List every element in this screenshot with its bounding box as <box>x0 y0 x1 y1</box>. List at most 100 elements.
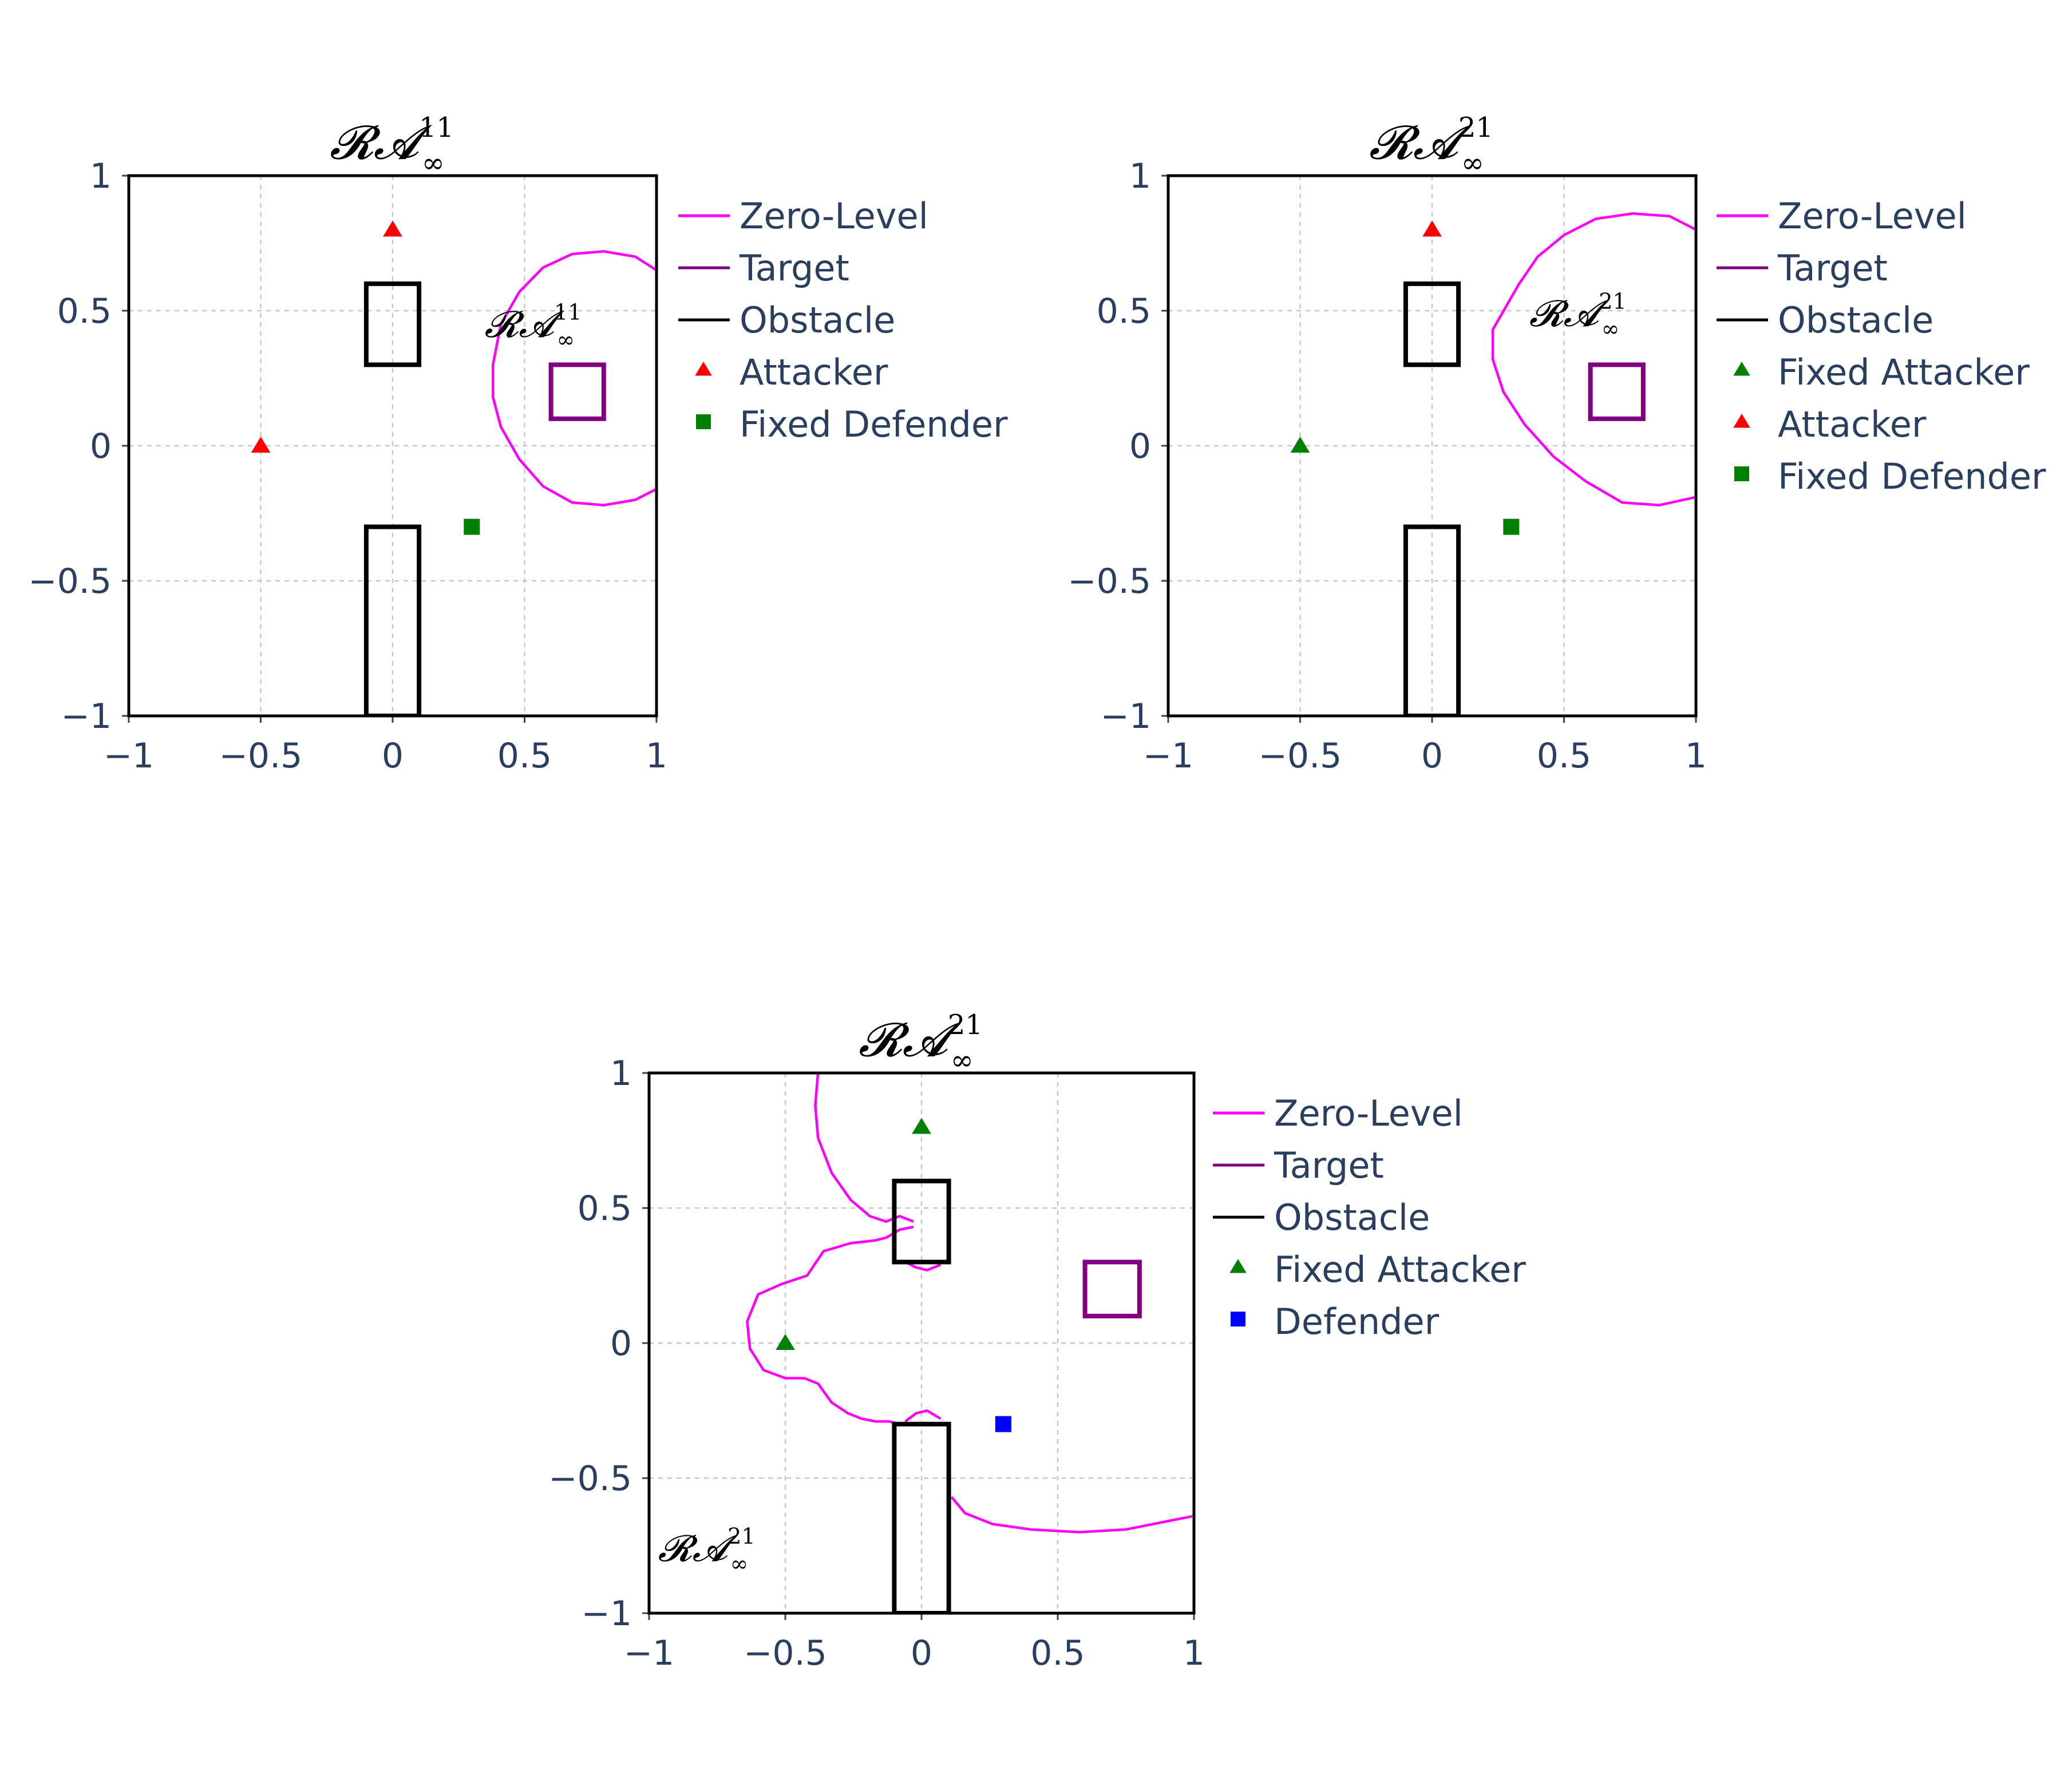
y-tick-label: −1 <box>61 696 112 736</box>
legend-item[interactable]: Obstacle <box>1213 1197 1430 1238</box>
attacker-marker <box>383 220 402 237</box>
legend-item[interactable]: Defender <box>1231 1301 1440 1343</box>
y-tick-label: −0.5 <box>548 1459 632 1499</box>
axes-frame <box>1167 174 1698 718</box>
target-box <box>548 362 606 421</box>
region-annotation-subscript: ∞ <box>730 1551 749 1577</box>
legend-item[interactable]: Attacker <box>695 351 888 393</box>
legend: Zero-Level Target Obstacle Fixed Attacker De… <box>1213 1092 1526 1343</box>
legend-item[interactable]: Zero-Level <box>1717 195 1967 237</box>
chart-title-base: 𝓡𝓐 <box>1369 116 1472 170</box>
zero-level-curve <box>814 1073 914 1223</box>
y-tick-label: −0.5 <box>1067 561 1151 601</box>
target-box <box>1588 362 1646 421</box>
axes-frame <box>127 174 658 718</box>
chart-title-subscript: ∞ <box>951 1044 974 1076</box>
legend-label: Attacker <box>1778 403 1927 445</box>
zero-level-curve <box>1491 212 1696 507</box>
plot-area <box>746 1073 1194 1613</box>
legend-label: Fixed Defender <box>1778 456 2046 497</box>
legend-label: Zero-Level <box>740 195 928 237</box>
y-tick-label: 0 <box>90 426 112 466</box>
legend-item[interactable]: Fixed Defender <box>696 403 1008 445</box>
y-tick-label: −0.5 <box>28 561 112 601</box>
legend-item[interactable]: Target <box>678 247 849 289</box>
region-annotation-superscript: 21 <box>727 1524 755 1549</box>
y-tick-label: −1 <box>1101 696 1151 736</box>
x-tick-label: 1 <box>1183 1633 1205 1673</box>
chart-title-superscript: 21 <box>948 1009 983 1041</box>
legend-label: Fixed Attacker <box>1274 1249 1526 1290</box>
legend-item[interactable]: Zero-Level <box>678 195 928 237</box>
region-annotation-base: 𝓡𝓐 <box>1529 293 1610 335</box>
legend-symbol <box>1733 414 1750 428</box>
x-tick-label: 0 <box>911 1633 932 1673</box>
y-tick-label: 1 <box>90 156 112 196</box>
legend-label: Fixed Defender <box>740 403 1008 445</box>
chart-title-subscript: ∞ <box>1461 147 1484 179</box>
legend-symbol <box>1734 466 1749 481</box>
region-annotation-base: 𝓡𝓐 <box>658 1528 739 1570</box>
obstacle-box <box>1403 281 1461 367</box>
zero-level-curve <box>904 1261 942 1272</box>
region-annotation-superscript: 11 <box>554 300 582 325</box>
x-tick-label: −1 <box>624 1633 674 1673</box>
legend-item[interactable]: Fixed Defender <box>1734 456 2046 497</box>
zero-level-curve <box>491 250 657 507</box>
legend-symbol <box>695 362 712 376</box>
x-tick-label: 0.5 <box>1030 1633 1085 1673</box>
fixed-attacker-marker <box>1290 437 1310 453</box>
fixed-defender-marker <box>1503 518 1520 535</box>
chart-title-superscript: 11 <box>419 112 454 144</box>
y-tick-label: 0.5 <box>1097 291 1151 331</box>
region-annotation-subscript: ∞ <box>556 327 575 353</box>
region-annotation: 𝓡𝓐21 ∞ <box>658 1524 756 1577</box>
fixed-attacker-marker <box>912 1118 931 1134</box>
legend-item[interactable]: Obstacle <box>678 299 895 341</box>
x-tick-label: −0.5 <box>219 736 303 776</box>
x-tick-label: −0.5 <box>744 1633 827 1673</box>
region-annotation-base: 𝓡𝓐 <box>485 304 566 346</box>
x-tick-label: 0 <box>1421 736 1443 776</box>
y-tick-label: 0.5 <box>578 1189 632 1229</box>
legend-item[interactable]: Fixed Attacker <box>1229 1249 1526 1290</box>
legend-label: Obstacle <box>1778 299 1933 341</box>
legend-item[interactable]: Fixed Attacker <box>1733 351 2030 393</box>
y-tick-label: 1 <box>610 1054 632 1094</box>
legend-label: Target <box>739 247 849 289</box>
x-tick-label: 0.5 <box>1537 736 1591 776</box>
legend-label: Target <box>1777 247 1888 289</box>
fixed-attacker-marker <box>776 1334 795 1350</box>
x-tick-label: −0.5 <box>1259 736 1342 776</box>
legend-label: Zero-Level <box>1274 1092 1463 1134</box>
legend-symbol <box>696 414 711 429</box>
legend: Zero-Level Target Obstacle Fixed Attacker At… <box>1717 195 2046 497</box>
legend-label: Attacker <box>740 351 888 393</box>
zero-level-curve <box>950 1496 1194 1534</box>
chart-title-subscript: ∞ <box>422 147 445 179</box>
legend-label: Obstacle <box>1274 1197 1430 1238</box>
legend-item[interactable]: Attacker <box>1733 403 1927 445</box>
y-tick-label: 0 <box>1129 426 1151 466</box>
chart-title: 𝓡𝓐11 ∞ <box>330 112 454 179</box>
zero-level-curve <box>746 1225 914 1425</box>
y-tick-label: 0 <box>610 1324 632 1364</box>
legend-symbol <box>1231 1312 1245 1326</box>
x-tick-label: 0.5 <box>497 736 552 776</box>
legend-item[interactable]: Target <box>1213 1145 1384 1186</box>
legend-item[interactable]: Obstacle <box>1717 299 1933 341</box>
x-tick-label: −1 <box>104 736 154 776</box>
y-tick-label: −1 <box>582 1594 632 1634</box>
chart-title: 𝓡𝓐21 ∞ <box>859 1009 983 1076</box>
chart-title-base: 𝓡𝓐 <box>330 116 433 170</box>
legend-item[interactable]: Zero-Level <box>1213 1092 1463 1134</box>
target-box <box>1082 1260 1142 1318</box>
legend-item[interactable]: Target <box>1717 247 1888 289</box>
plot-area <box>251 220 657 716</box>
attacker-marker <box>1422 220 1442 237</box>
region-annotation: 𝓡𝓐11 ∞ <box>485 300 582 353</box>
legend-label: Fixed Attacker <box>1778 351 2030 393</box>
fixed-defender-marker <box>464 518 480 535</box>
